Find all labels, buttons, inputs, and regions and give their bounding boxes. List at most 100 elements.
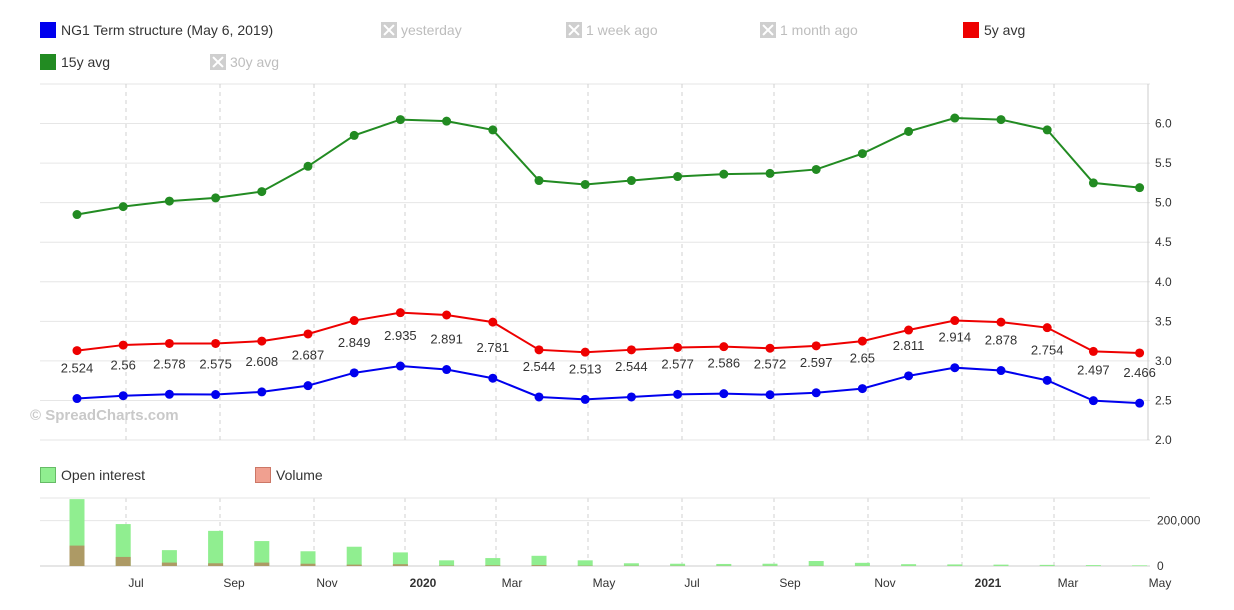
term-structure-point xyxy=(626,392,636,402)
legend-label: 1 month ago xyxy=(780,22,858,38)
term-structure-point xyxy=(1042,375,1052,385)
term-structure-swatch xyxy=(40,22,56,38)
data-label: 2.878 xyxy=(985,333,1018,348)
15y-avg-point xyxy=(164,196,174,206)
disabled-series-icon xyxy=(210,54,226,70)
5y-avg-point xyxy=(257,336,267,346)
open-interest-bar xyxy=(392,552,408,566)
term-structure-point xyxy=(164,389,174,399)
y-tick-label: 3.0 xyxy=(1155,354,1172,368)
5y-avg-point xyxy=(950,316,960,326)
15y-avg-point xyxy=(626,176,636,186)
open-interest-bar xyxy=(854,562,870,566)
x-tick-label: 2021 xyxy=(975,576,1002,590)
term-structure-point xyxy=(118,391,128,401)
5y-avg-line xyxy=(76,311,1140,354)
15y-avg-point xyxy=(303,161,313,171)
term-structure-point xyxy=(904,371,914,381)
5y-avg-point xyxy=(303,329,313,339)
5y-avg-point xyxy=(395,308,405,318)
open-interest-bar xyxy=(439,560,455,566)
15y-avg-point xyxy=(857,149,867,159)
data-label: 2.56 xyxy=(111,358,136,373)
x-tick-label: Sep xyxy=(223,576,245,590)
term-structure-point xyxy=(211,390,221,400)
data-label: 2.849 xyxy=(338,335,371,350)
legend-item-30y-avg[interactable]: 30y avg xyxy=(210,54,279,70)
5y-avg-point xyxy=(211,338,221,348)
volume-bar xyxy=(161,562,177,566)
disabled-series-icon xyxy=(381,22,397,38)
open-interest-bar xyxy=(762,563,778,566)
x-tick-label: Jul xyxy=(128,576,143,590)
15y-avg-point xyxy=(349,130,359,140)
data-label: 2.513 xyxy=(569,361,602,376)
term-structure-point xyxy=(303,381,313,391)
legend-item-volume[interactable]: Volume xyxy=(255,467,323,483)
15y-avg-point xyxy=(442,116,452,126)
x-tick-label: Nov xyxy=(316,576,337,590)
term-structure-point xyxy=(395,361,405,371)
15y-avg-point xyxy=(72,210,82,220)
legend-item-15y-avg[interactable]: 15y avg xyxy=(40,54,110,70)
legend-label: 5y avg xyxy=(984,22,1026,38)
data-label: 2.65 xyxy=(850,351,875,366)
x-tick-label: May xyxy=(593,576,616,590)
term-structure-point xyxy=(719,389,729,399)
bar-y-tick-label: 0 xyxy=(1157,559,1164,573)
5y-avg-point xyxy=(626,345,636,355)
data-label: 2.578 xyxy=(153,356,186,371)
x-tick-label: May xyxy=(1149,576,1172,590)
legend-label: NG1 Term structure (May 6, 2019) xyxy=(61,22,274,38)
open-interest-bar xyxy=(115,524,131,566)
open-interest-bar xyxy=(577,560,593,566)
y-tick-label: 2.0 xyxy=(1155,433,1172,447)
5y-avg-point xyxy=(857,336,867,346)
15y-avg-point xyxy=(1042,125,1052,135)
data-label: 2.575 xyxy=(199,357,232,372)
legend-item-open-interest[interactable]: Open interest xyxy=(40,467,145,483)
5y-avg-point xyxy=(1042,323,1052,333)
y-tick-label: 2.5 xyxy=(1155,393,1172,407)
open-interest-bar xyxy=(1085,565,1101,566)
5y-avg-swatch xyxy=(963,22,979,38)
open-interest-bar xyxy=(531,555,547,566)
data-label: 2.754 xyxy=(1031,342,1064,357)
term-structure-point xyxy=(1135,398,1145,408)
open-interest-bar xyxy=(716,563,732,566)
15y-avg-point xyxy=(904,126,914,136)
15y-avg-line xyxy=(76,117,1140,216)
y-tick-label: 5.0 xyxy=(1155,196,1172,210)
open-interest-bar xyxy=(1132,565,1148,566)
volume-bar xyxy=(115,556,131,566)
data-label: 2.597 xyxy=(800,355,833,370)
term-structure-point xyxy=(765,390,775,400)
legend-label: Volume xyxy=(276,467,323,483)
watermark: © SpreadCharts.com xyxy=(30,407,179,424)
5y-avg-point xyxy=(118,340,128,350)
15y-avg-point xyxy=(719,169,729,179)
data-label: 2.577 xyxy=(661,356,694,371)
term-structure-point xyxy=(72,394,82,404)
legend-item-1-month-ago[interactable]: 1 month ago xyxy=(760,22,858,38)
data-label: 2.914 xyxy=(939,330,972,345)
open-interest-bar xyxy=(993,564,1009,566)
15y-avg-point xyxy=(765,168,775,178)
x-tick-label: Nov xyxy=(874,576,895,590)
open-interest-bar xyxy=(300,551,316,566)
data-label: 2.608 xyxy=(246,354,279,369)
y-tick-label: 5.5 xyxy=(1155,156,1172,170)
legend-item-term-structure[interactable]: NG1 Term structure (May 6, 2019) xyxy=(40,22,273,38)
term-structure-point xyxy=(673,389,683,399)
legend-item-1-week-ago[interactable]: 1 week ago xyxy=(566,22,658,38)
volume-bar xyxy=(300,563,316,566)
legend-item-yesterday[interactable]: yesterday xyxy=(381,22,462,38)
y-tick-label: 6.0 xyxy=(1155,117,1172,131)
15y-avg-point xyxy=(257,187,267,197)
15y-avg-point xyxy=(534,176,544,186)
5y-avg-point xyxy=(904,325,914,335)
volume-swatch xyxy=(255,467,271,483)
data-label: 2.687 xyxy=(292,348,325,363)
legend-item-5y-avg[interactable]: 5y avg xyxy=(963,22,1025,38)
